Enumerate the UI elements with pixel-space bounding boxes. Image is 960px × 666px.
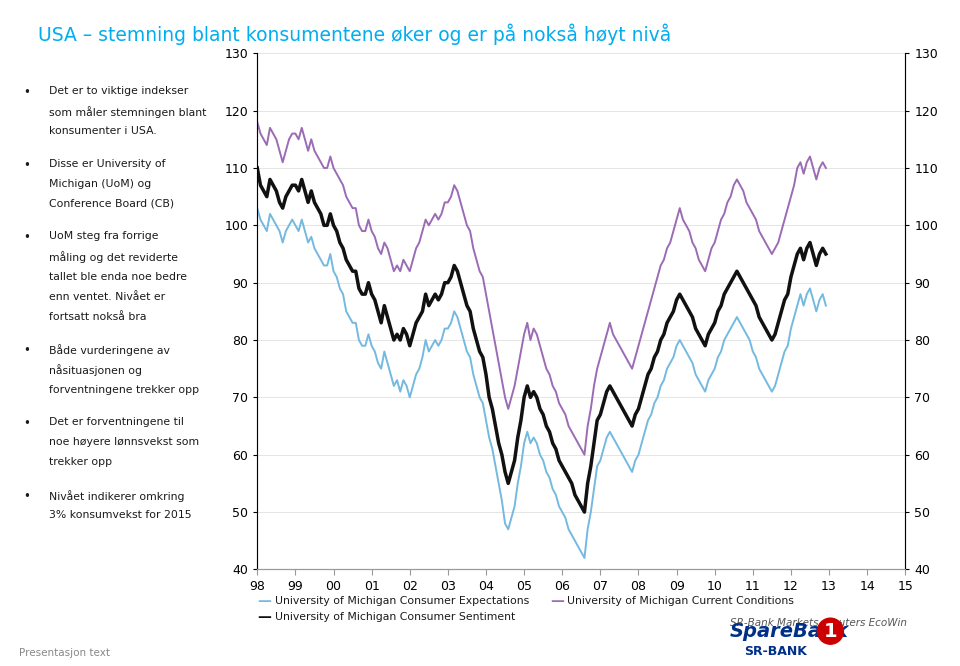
Text: forventningene trekker opp: forventningene trekker opp — [49, 384, 199, 394]
Text: —: — — [257, 610, 271, 625]
Text: University of Michigan Current Conditions: University of Michigan Current Condition… — [567, 596, 794, 607]
Text: Både vurderingene av: Både vurderingene av — [49, 344, 169, 356]
Text: fortsatt nokså bra: fortsatt nokså bra — [49, 312, 146, 322]
Text: SR-Bank Markets, Reuters EcoWin: SR-Bank Markets, Reuters EcoWin — [731, 618, 907, 628]
Text: •: • — [24, 417, 31, 430]
Text: Michigan (UoM) og: Michigan (UoM) og — [49, 178, 151, 188]
Text: USA – stemning blant konsumentene øker og er på nokså høyt nivå: USA – stemning blant konsumentene øker o… — [38, 23, 672, 45]
Text: University of Michigan Consumer Sentiment: University of Michigan Consumer Sentimen… — [275, 612, 515, 623]
Text: Disse er University of: Disse er University of — [49, 159, 165, 168]
Text: trekker opp: trekker opp — [49, 458, 111, 468]
Text: enn ventet. Nivået er: enn ventet. Nivået er — [49, 292, 165, 302]
Text: UoM steg fra forrige: UoM steg fra forrige — [49, 231, 158, 241]
Text: 3% konsumvekst for 2015: 3% konsumvekst for 2015 — [49, 510, 191, 520]
Text: •: • — [24, 159, 31, 172]
Text: måling og det reviderte: måling og det reviderte — [49, 251, 178, 263]
Text: 1: 1 — [824, 621, 837, 641]
Text: —: — — [550, 594, 564, 609]
Text: •: • — [24, 86, 31, 99]
Text: University of Michigan Consumer Expectations: University of Michigan Consumer Expectat… — [275, 596, 529, 607]
Text: SpareBank: SpareBank — [730, 621, 849, 641]
Text: •: • — [24, 231, 31, 244]
Text: nåsituasjonen og: nåsituasjonen og — [49, 364, 141, 376]
Text: •: • — [24, 344, 31, 357]
Text: konsumenter i USA.: konsumenter i USA. — [49, 126, 156, 136]
Text: SR-BANK: SR-BANK — [744, 645, 806, 658]
Text: Det er to viktige indekser: Det er to viktige indekser — [49, 86, 188, 96]
Text: noe høyere lønnsvekst som: noe høyere lønnsvekst som — [49, 437, 199, 447]
Text: som måler stemningen blant: som måler stemningen blant — [49, 106, 205, 118]
Text: •: • — [24, 490, 31, 503]
Text: tallet ble enda noe bedre: tallet ble enda noe bedre — [49, 272, 186, 282]
Text: Nivået indikerer omkring: Nivået indikerer omkring — [49, 490, 184, 501]
Text: Conference Board (CB): Conference Board (CB) — [49, 198, 174, 208]
Text: —: — — [257, 594, 271, 609]
Text: Presentasjon text: Presentasjon text — [19, 648, 110, 658]
Text: Det er forventningene til: Det er forventningene til — [49, 417, 183, 427]
